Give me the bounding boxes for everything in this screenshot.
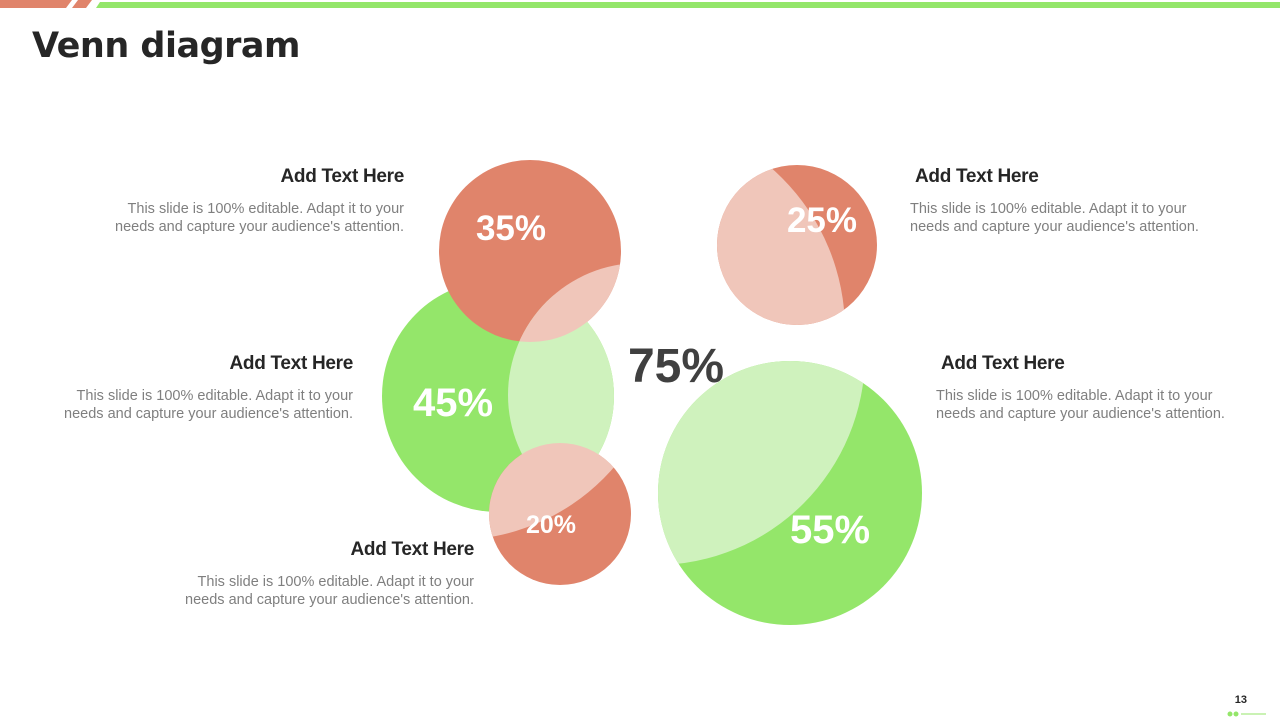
label-45: 45%	[413, 381, 493, 425]
text-block-top-left: Add Text Here This slide is 100% editabl…	[84, 166, 404, 236]
text-block-body-line: needs and capture your audience's attent…	[185, 592, 474, 608]
text-block-body-line: needs and capture your audience's attent…	[910, 219, 1199, 235]
label-55: 55%	[790, 508, 870, 552]
text-block-body: This slide is 100% editable. Adapt it to…	[84, 200, 404, 236]
text-block-top-right: Add Text Here This slide is 100% editabl…	[910, 166, 1230, 236]
page-number: 13	[1234, 694, 1247, 706]
text-block-mid-right: Add Text Here This slide is 100% editabl…	[936, 353, 1256, 423]
text-block-body-line: This slide is 100% editable. Adapt it to…	[127, 201, 404, 217]
text-block-heading: Add Text Here	[229, 353, 354, 374]
text-block-heading: Add Text Here	[350, 539, 475, 560]
text-block-body-line: needs and capture your audience's attent…	[64, 406, 353, 422]
text-block-heading: Add Text Here	[280, 166, 405, 187]
venn-overlap-55	[658, 361, 865, 565]
venn-overlap-25	[717, 165, 845, 325]
footer-dot	[1233, 711, 1239, 717]
text-block-heading: Add Text Here	[941, 353, 1065, 374]
slide-title: Venn diagram	[32, 26, 301, 66]
footer-decoration	[1227, 711, 1266, 717]
text-block-body-line: This slide is 100% editable. Adapt it to…	[76, 388, 353, 404]
text-block-body: This slide is 100% editable. Adapt it to…	[33, 387, 353, 423]
label-25: 25%	[787, 201, 857, 240]
label-35: 35%	[476, 209, 546, 248]
label-20: 20%	[526, 511, 576, 539]
text-block-heading: Add Text Here	[915, 166, 1039, 187]
text-block-body-line: This slide is 100% editable. Adapt it to…	[197, 574, 474, 590]
accent-stripe-green	[96, 2, 1280, 8]
text-block-body-line: This slide is 100% editable. Adapt it to…	[936, 388, 1213, 404]
text-block-body-line: needs and capture your audience's attent…	[936, 406, 1225, 422]
text-block-mid-left: Add Text Here This slide is 100% editabl…	[33, 353, 353, 423]
text-block-bottom-left: Add Text Here This slide is 100% editabl…	[154, 539, 474, 609]
venn-overlap-35	[508, 263, 621, 342]
text-block-body-line: needs and capture your audience's attent…	[115, 219, 404, 235]
accent-stripe-coral	[0, 0, 72, 8]
text-block-body: This slide is 100% editable. Adapt it to…	[936, 387, 1256, 423]
accent-stripe-coral-small	[72, 0, 92, 8]
text-block-body-line: This slide is 100% editable. Adapt it to…	[910, 201, 1187, 217]
text-block-body: This slide is 100% editable. Adapt it to…	[154, 573, 474, 609]
text-block-body: This slide is 100% editable. Adapt it to…	[910, 200, 1230, 236]
center-label-75: 75%	[628, 340, 724, 393]
top-accent-bar	[0, 0, 1280, 8]
footer-dot	[1227, 711, 1233, 717]
